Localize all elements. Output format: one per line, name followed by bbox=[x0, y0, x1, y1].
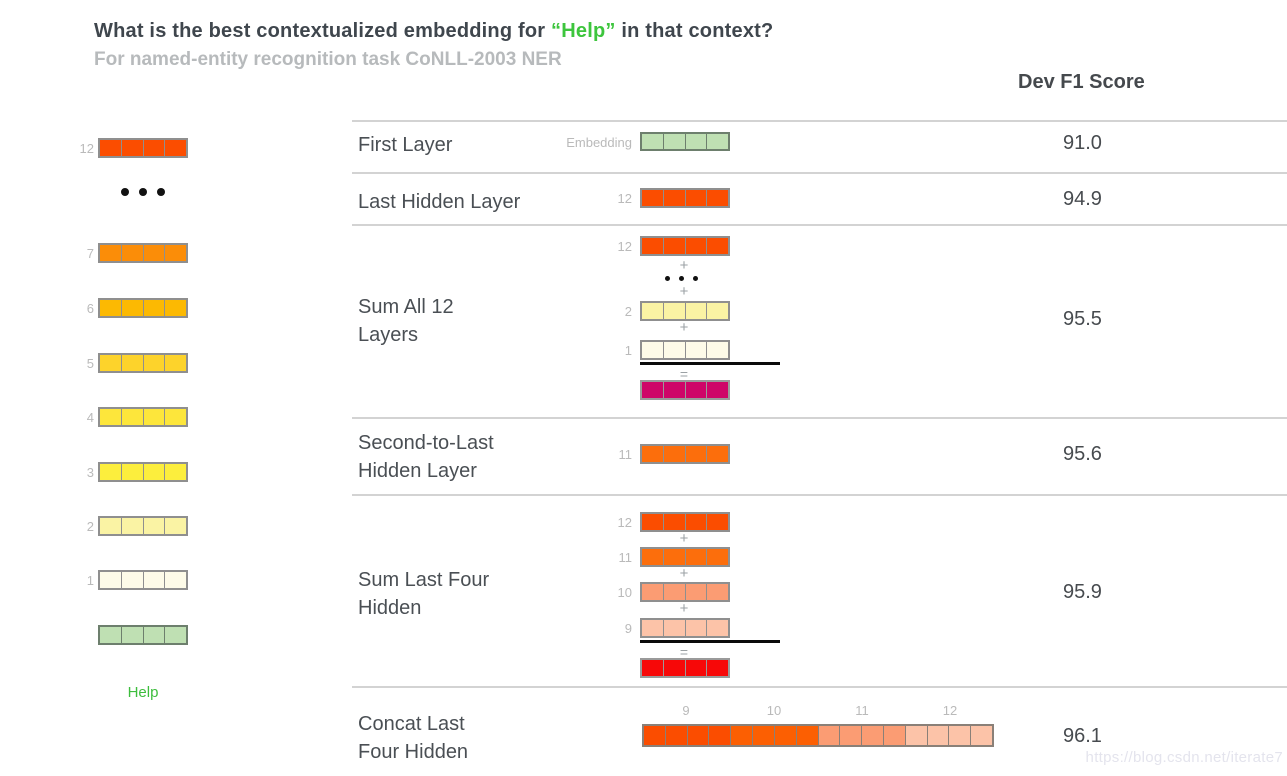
score-value: 95.6 bbox=[1063, 443, 1102, 465]
vector-concat-result bbox=[642, 724, 994, 747]
plus-operator: + bbox=[679, 530, 689, 547]
token-help-label: Help bbox=[127, 684, 159, 701]
vector-embedding-row bbox=[640, 132, 730, 151]
vector-layer-1 bbox=[640, 340, 730, 360]
title-highlight-help: “Help” bbox=[551, 20, 616, 42]
vector-layer-12 bbox=[640, 236, 730, 256]
layer-label-11: 11 bbox=[618, 447, 633, 462]
vector-layer-5 bbox=[98, 353, 188, 373]
layer-label-10: 10 bbox=[766, 703, 782, 718]
score-value: 95.5 bbox=[1063, 308, 1102, 330]
layer-label-3: 3 bbox=[86, 465, 94, 480]
row-label: Second-to-Last Hidden Layer bbox=[358, 432, 494, 482]
title-suffix: in that context? bbox=[615, 20, 774, 42]
vector-layer-12 bbox=[640, 188, 730, 208]
layer-label-2: 2 bbox=[624, 304, 632, 319]
subtitle: For named-entity recognition task CoNLL-… bbox=[94, 49, 562, 70]
layer-label-4: 4 bbox=[86, 410, 94, 425]
layer-label-5: 5 bbox=[86, 356, 94, 371]
sum-line bbox=[640, 362, 780, 365]
score-value: 91.0 bbox=[1063, 132, 1102, 154]
plus-operator: + bbox=[679, 283, 689, 300]
vector-layer-10 bbox=[640, 582, 730, 602]
sum-line bbox=[640, 640, 780, 643]
row-label: First Layer bbox=[358, 134, 453, 156]
layer-label-11: 11 bbox=[618, 550, 633, 565]
plus-operator: + bbox=[679, 565, 689, 582]
score-value: 96.1 bbox=[1063, 725, 1102, 747]
row-divider bbox=[352, 494, 1287, 496]
vector-layer-3 bbox=[98, 462, 188, 482]
embedding-label: Embedding bbox=[566, 135, 632, 150]
vector-layer-2 bbox=[640, 301, 730, 321]
layer-label-12: 12 bbox=[942, 703, 958, 718]
score-value: 94.9 bbox=[1063, 188, 1102, 210]
layer-label-1: 1 bbox=[86, 573, 94, 588]
row-divider bbox=[352, 120, 1287, 122]
layer-label-2: 2 bbox=[86, 519, 94, 534]
vector-layer-11 bbox=[640, 444, 730, 464]
layer-label-12: 12 bbox=[79, 141, 94, 156]
equals-operator: = bbox=[679, 644, 689, 660]
equals-operator: = bbox=[679, 366, 689, 382]
row-label: Sum Last Four Hidden bbox=[358, 569, 490, 619]
row-divider bbox=[352, 686, 1287, 688]
vector-layer-4 bbox=[98, 407, 188, 427]
row-divider bbox=[352, 417, 1287, 419]
dev-f1-score-header: Dev F1 Score bbox=[1018, 71, 1145, 93]
vector-embedding bbox=[98, 625, 188, 645]
ellipsis-dots-icon bbox=[121, 188, 175, 196]
score-value: 95.9 bbox=[1063, 581, 1102, 603]
vector-layer-12 bbox=[98, 138, 188, 158]
page-title: What is the best contextualized embeddin… bbox=[94, 20, 773, 43]
row-divider bbox=[352, 224, 1287, 226]
vector-layer-2 bbox=[98, 516, 188, 536]
layer-label-6: 6 bbox=[86, 301, 94, 316]
ellipsis-dots-icon bbox=[665, 276, 707, 281]
vector-sum-four-result bbox=[640, 658, 730, 678]
vector-layer-6 bbox=[98, 298, 188, 318]
plus-operator: + bbox=[679, 257, 689, 274]
layer-label-1: 1 bbox=[624, 343, 632, 358]
row-label: Sum All 12 Layers bbox=[358, 296, 454, 346]
layer-label-9: 9 bbox=[624, 621, 632, 636]
row-label: Last Hidden Layer bbox=[358, 191, 521, 213]
layer-label-12: 12 bbox=[617, 515, 632, 530]
vector-layer-11 bbox=[640, 547, 730, 567]
vector-sum-all-result bbox=[640, 380, 730, 400]
plus-operator: + bbox=[679, 600, 689, 617]
layer-label-12: 12 bbox=[617, 191, 632, 206]
layer-label-10: 10 bbox=[617, 585, 632, 600]
layer-label-12: 12 bbox=[617, 239, 632, 254]
layer-label-7: 7 bbox=[86, 246, 94, 261]
vector-layer-1 bbox=[98, 570, 188, 590]
row-label: Concat Last Four Hidden bbox=[358, 713, 469, 763]
vector-layer-12 bbox=[640, 512, 730, 532]
layer-label-9: 9 bbox=[682, 703, 690, 718]
row-divider bbox=[352, 172, 1287, 174]
plus-operator: + bbox=[679, 319, 689, 336]
vector-layer-9 bbox=[640, 618, 730, 638]
title-prefix: What is the best contextualized embeddin… bbox=[94, 20, 552, 42]
watermark: https://blog.csdn.net/iterate7 bbox=[1085, 749, 1283, 766]
layer-label-11: 11 bbox=[855, 703, 869, 718]
vector-layer-7 bbox=[98, 243, 188, 263]
